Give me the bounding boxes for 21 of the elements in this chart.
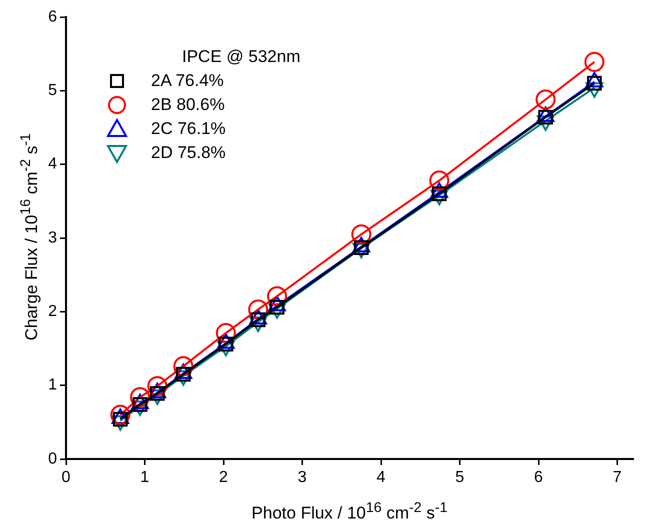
x-tick-label: 4: [376, 469, 386, 486]
x-tick-label: 5: [455, 469, 464, 486]
y-tick-label: 6: [48, 8, 58, 26]
x-tick-label: 7: [612, 469, 622, 486]
x-tick-label: 0: [62, 469, 71, 486]
legend-label: 2D 75.8%: [151, 143, 226, 163]
y-tick-label: 1: [48, 376, 58, 394]
x-tick-label: 1: [140, 469, 150, 486]
legend-title: IPCE @ 532nm: [182, 47, 300, 67]
x-tick-label: 6: [534, 469, 544, 486]
y-tick-label: 5: [48, 82, 58, 100]
legend-label: 2B 80.6%: [151, 95, 225, 115]
legend-label: 2C 76.1%: [151, 119, 226, 139]
y-tick-label: 3: [48, 229, 58, 246]
legend-label: 2A 76.4%: [151, 71, 224, 91]
y-tick-label: 4: [48, 156, 58, 173]
x-axis-title: Photo Flux / 10$^{16}$ cm$^{-2}$ s$^{-1}$: [250, 500, 448, 524]
y-tick-label: 2: [48, 303, 58, 320]
x-tick-label: 3: [298, 469, 307, 486]
y-tick-label: 0: [48, 450, 58, 468]
x-tick-label: 2: [219, 469, 228, 486]
